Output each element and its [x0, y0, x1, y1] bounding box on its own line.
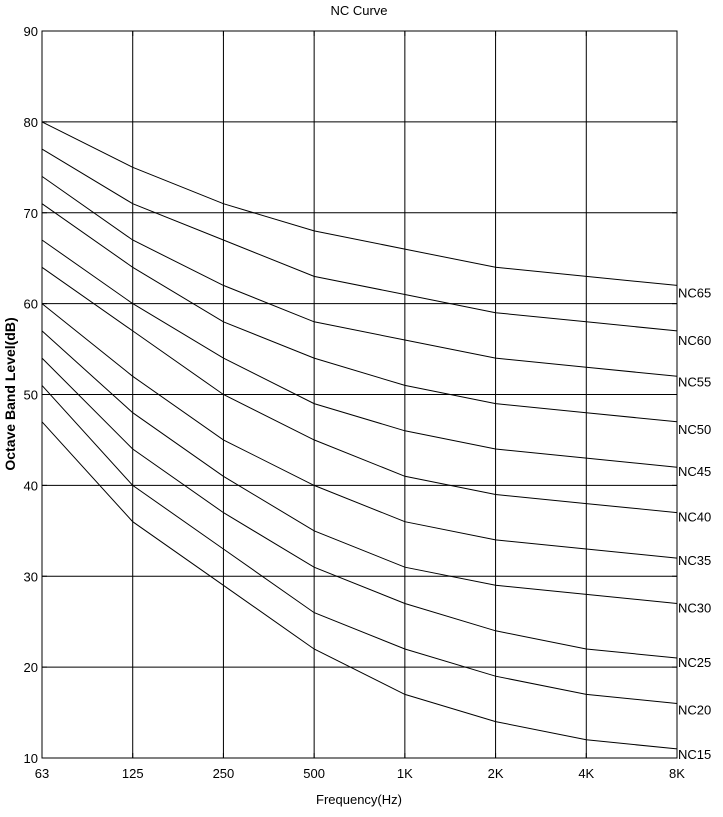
curve-nc25	[41, 357, 678, 659]
y-tick-label: 20	[24, 660, 38, 675]
x-tick-labels: 63 125 250 500 1K 2K 4K 8K	[35, 766, 686, 781]
curve-label-nc35: NC35	[678, 553, 711, 568]
curve-nc40	[41, 266, 678, 514]
curve-label-nc60: NC60	[678, 333, 711, 348]
curve-nc55	[41, 175, 678, 377]
y-tick-label: 80	[24, 115, 38, 130]
curve-label-nc45: NC45	[678, 464, 711, 479]
curve-label-nc55: NC55	[678, 374, 711, 389]
chart-title: NC Curve	[330, 3, 387, 18]
y-tick-label: 40	[24, 478, 38, 493]
curve-nc50	[41, 203, 678, 423]
x-tick-label: 250	[213, 766, 235, 781]
x-tick-label: 1K	[397, 766, 413, 781]
x-tick-label: 63	[35, 766, 49, 781]
curve-nc65	[41, 121, 678, 286]
y-tick-label: 50	[24, 388, 38, 403]
y-tick-label: 70	[24, 206, 38, 221]
curve-label-nc50: NC50	[678, 422, 711, 437]
y-tick-label: 10	[24, 751, 38, 766]
y-axis-label: Octave Band Level(dB)	[2, 317, 18, 470]
grid-lines	[42, 31, 677, 758]
nc-curves	[41, 121, 678, 750]
curve-nc60	[41, 148, 678, 332]
x-tick-label: 8K	[669, 766, 685, 781]
curve-nc15	[41, 421, 678, 750]
y-tick-label: 60	[24, 297, 38, 312]
y-tick-labels: 10 20 30 40 50 60 70 80 90	[24, 24, 38, 766]
curve-label-nc65: NC65	[678, 285, 711, 300]
curve-label-nc20: NC20	[678, 702, 711, 717]
curve-nc35	[41, 303, 678, 559]
y-tick-label: 30	[24, 569, 38, 584]
curve-nc20	[41, 385, 678, 704]
x-tick-label: 2K	[488, 766, 504, 781]
x-tick-label: 125	[122, 766, 144, 781]
curve-labels: NC65 NC60 NC55 NC50 NC45 NC40 NC35 NC30 NC25 NC20…	[678, 285, 711, 761]
curve-nc30	[41, 330, 678, 604]
x-tick-label: 4K	[578, 766, 594, 781]
curve-label-nc15: NC15	[678, 747, 711, 762]
curve-label-nc30: NC30	[678, 601, 711, 616]
x-axis-label: Frequency(Hz)	[316, 792, 402, 807]
tick-marks	[41, 30, 678, 759]
curve-nc45	[41, 239, 678, 468]
curve-label-nc40: NC40	[678, 510, 711, 525]
curve-label-nc25: NC25	[678, 655, 711, 670]
y-tick-label: 90	[24, 24, 38, 39]
x-tick-label: 500	[303, 766, 325, 781]
